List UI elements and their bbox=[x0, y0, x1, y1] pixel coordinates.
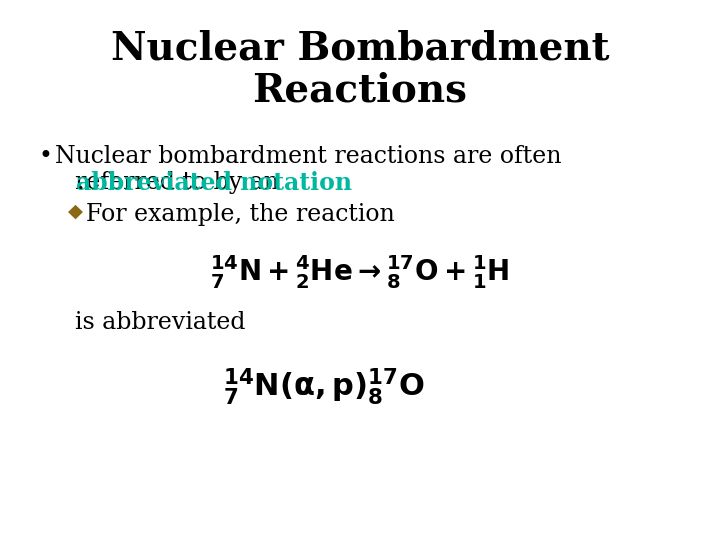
Text: •: • bbox=[38, 145, 52, 168]
Text: is abbreviated: is abbreviated bbox=[75, 311, 246, 334]
Text: Nuclear Bombardment: Nuclear Bombardment bbox=[111, 30, 609, 68]
Text: $\mathbf{^{14}_{7}N(\alpha,p)^{17}_{8}O}$: $\mathbf{^{14}_{7}N(\alpha,p)^{17}_{8}O}… bbox=[223, 366, 425, 407]
Text: Reactions: Reactions bbox=[253, 72, 467, 110]
Text: Nuclear bombardment reactions are often: Nuclear bombardment reactions are often bbox=[55, 145, 562, 168]
Text: referred to by an: referred to by an bbox=[0, 539, 1, 540]
Text: abbreviated notation: abbreviated notation bbox=[0, 539, 1, 540]
Text: .: . bbox=[77, 171, 85, 194]
Text: abbreviated notation: abbreviated notation bbox=[76, 171, 352, 195]
Text: For example, the reaction: For example, the reaction bbox=[86, 203, 395, 226]
Text: ◆: ◆ bbox=[68, 203, 83, 221]
Text: referred to by an: referred to by an bbox=[75, 171, 287, 194]
Text: $\mathbf{^{14}_{7}N+^{4}_{2}He\rightarrow^{17}_{8}O+^{1}_{1}H}$: $\mathbf{^{14}_{7}N+^{4}_{2}He\rightarro… bbox=[210, 253, 510, 291]
